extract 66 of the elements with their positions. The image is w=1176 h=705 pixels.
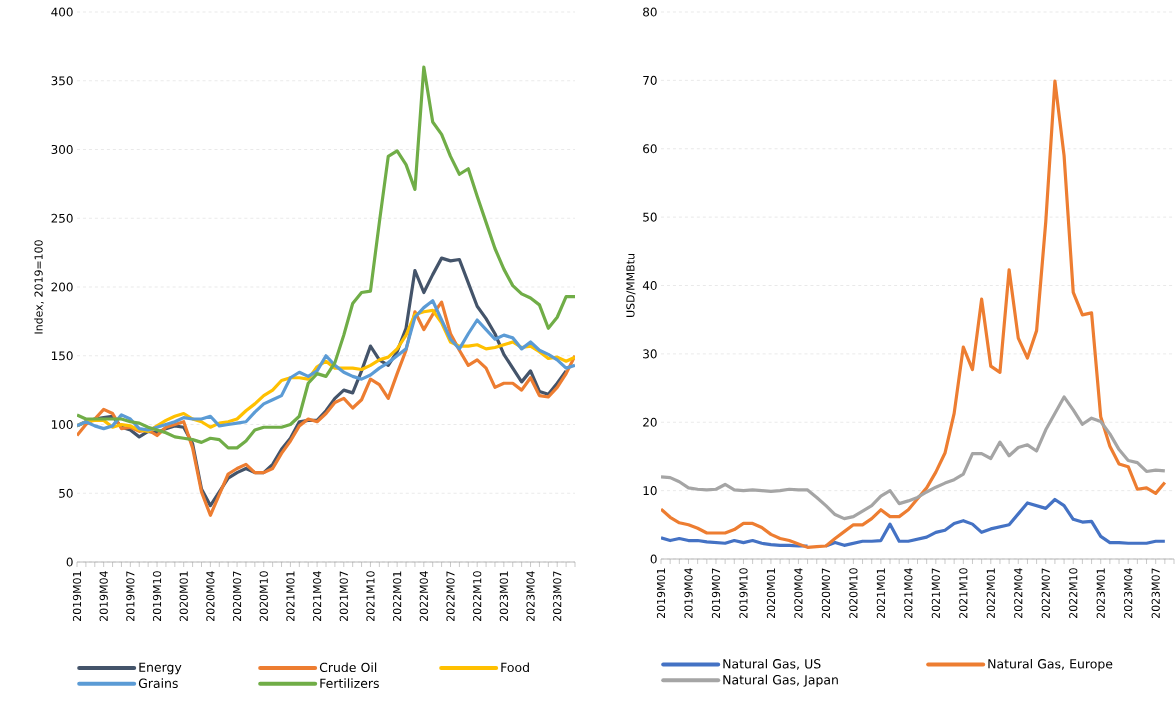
y-tick-label: 70 — [643, 75, 657, 85]
x-tick-label: 2022M10 — [473, 571, 482, 622]
x-tick-label: 2022M04 — [419, 571, 428, 622]
x-tick-label: 2022M01 — [393, 571, 402, 622]
y-tick-label: 30 — [643, 349, 657, 359]
x-tick-label: 2020M07 — [821, 568, 831, 619]
y-tick-label: 150 — [51, 351, 73, 361]
y-tick-label: 80 — [643, 7, 657, 17]
legend-label: Energy — [139, 662, 182, 675]
y-axis-title: USD/MMBtu — [626, 254, 636, 317]
x-tick-label: 2020M04 — [206, 571, 215, 622]
x-tick-label: 2021M01 — [876, 568, 886, 619]
x-tick-label: 2023M01 — [499, 571, 508, 622]
y-tick-label: 350 — [51, 76, 73, 86]
y-tick-label: 40 — [642, 280, 657, 291]
x-tick-label: 2019M04 — [99, 571, 108, 622]
x-tick-label: 2022M04 — [1014, 568, 1023, 619]
legend-label: Fertilizers — [320, 678, 379, 689]
x-tick-label: 2022M10 — [1069, 568, 1078, 619]
legend-label: Crude Oil — [319, 662, 377, 673]
x-tick-label: 2022M01 — [986, 568, 995, 619]
x-tick-label: 2020M04 — [794, 568, 803, 619]
y-tick-label: 300 — [51, 144, 73, 155]
y-tick-label: 0 — [650, 554, 657, 564]
y-tick-label: 50 — [59, 488, 73, 498]
legend-label: Food — [501, 662, 529, 673]
x-tick-label: 2020M07 — [232, 571, 242, 622]
legend-label: Natural Gas, Europe — [988, 658, 1113, 671]
x-tick-label: 2020M01 — [179, 571, 188, 622]
x-tick-label: 2023M04 — [526, 571, 535, 622]
y-tick-label: 20 — [643, 417, 657, 427]
x-tick-label: 2023M04 — [1124, 568, 1133, 619]
y-axis-title: Index, 2019=100 — [34, 240, 44, 334]
x-tick-label: 2022M07 — [1041, 568, 1050, 619]
x-tick-label: 2019M10 — [739, 568, 748, 619]
x-tick-label: 2019M07 — [126, 571, 135, 622]
x-tick-label: 2021M10 — [366, 571, 375, 622]
y-tick-label: 200 — [51, 282, 73, 292]
x-tick-label: 2019M10 — [152, 571, 162, 622]
x-tick-label: 2022M07 — [446, 571, 455, 622]
x-tick-label: 2021M07 — [931, 568, 940, 619]
y-tick-label: 10 — [643, 486, 657, 496]
x-tick-label: 2021M04 — [312, 571, 322, 622]
x-tick-label: 2023M01 — [1096, 568, 1105, 619]
y-tick-label: 50 — [643, 212, 657, 222]
x-tick-label: 2021M10 — [959, 568, 968, 619]
legend-label: Natural Gas, Japan — [723, 674, 838, 687]
x-tick-label: 2021M01 — [286, 571, 295, 622]
legend-label: Grains — [138, 678, 178, 689]
x-tick-label: 2021M04 — [904, 568, 913, 619]
y-tick-label: 60 — [643, 144, 657, 154]
legend-label: Natural Gas, US — [723, 658, 821, 670]
x-tick-label: 2020M01 — [766, 568, 776, 619]
x-tick-label: 2023M07 — [553, 571, 562, 622]
x-tick-label: 2019M01 — [72, 571, 82, 622]
y-tick-label: 250 — [51, 213, 73, 223]
y-tick-label: 100 — [51, 419, 73, 430]
y-tick-label: 0 — [66, 557, 73, 567]
x-tick-label: 2020M10 — [259, 571, 268, 622]
x-tick-label: 2019M01 — [656, 568, 666, 619]
x-tick-label: 2019M04 — [684, 568, 693, 619]
x-tick-label: 2019M07 — [711, 568, 721, 619]
x-tick-label: 2021M07 — [339, 571, 348, 622]
x-tick-label: 2020M10 — [849, 568, 858, 619]
x-tick-label: 2023M07 — [1151, 568, 1160, 619]
y-tick-label: 400 — [51, 7, 73, 17]
